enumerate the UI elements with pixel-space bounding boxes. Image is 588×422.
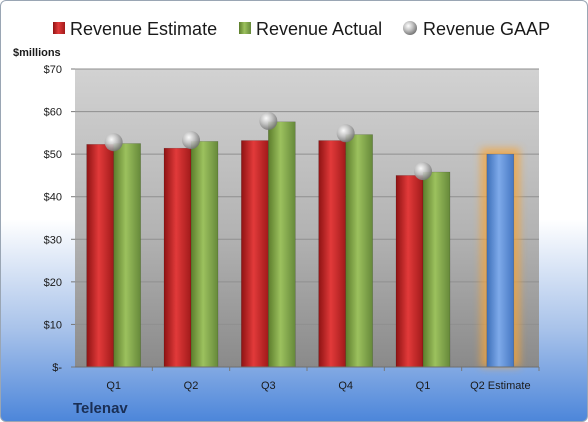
legend: Revenue Estimate Revenue Actual Revenue … [53, 19, 550, 39]
legend-item-revenue-estimate: Revenue Estimate [53, 19, 217, 39]
x-axis-ticks: Q1 Q2 Q3 Q4 Q1 Q2 Estimate [75, 366, 540, 392]
company-label: Telenav [73, 400, 128, 417]
x-tick-label: Q3 [261, 380, 276, 392]
marker-revenue-gaap [259, 111, 278, 130]
bar-revenue-actual [345, 134, 373, 368]
marker-revenue-gaap [104, 133, 123, 152]
bar-revenue-actual [113, 143, 141, 368]
legend-marker-gaap [403, 21, 417, 35]
bar-revenue-estimate-forecast [486, 153, 515, 368]
y-tick-label: $- [52, 362, 62, 374]
bar-revenue-estimate [86, 144, 114, 368]
y-tick-label: $70 [44, 64, 62, 76]
marker-revenue-gaap [182, 131, 200, 150]
legend-label-estimate: Revenue Estimate [70, 19, 217, 39]
bar-revenue-estimate [318, 140, 346, 368]
x-tick-label: Q2 Estimate [470, 380, 531, 392]
y-axis-unit-label: $millions [13, 47, 61, 59]
legend-item-revenue-gaap: Revenue GAAP [403, 19, 550, 39]
bar-revenue-estimate [241, 140, 269, 368]
x-tick-label: Q1 [416, 380, 431, 392]
x-tick-label: Q2 [184, 380, 199, 392]
gaap-markers [104, 111, 432, 181]
marker-revenue-gaap [336, 124, 355, 143]
y-tick-label: $40 [44, 192, 62, 204]
y-tick-label: $50 [44, 149, 62, 161]
legend-label-actual: Revenue Actual [256, 19, 382, 39]
bar-revenue-estimate [163, 147, 192, 368]
y-tick-label: $20 [44, 277, 62, 289]
legend-swatch-estimate [53, 22, 65, 34]
bar-revenue-actual [190, 141, 219, 368]
gridlines [75, 68, 539, 368]
bars [86, 121, 520, 368]
bar-revenue-estimate [395, 175, 424, 368]
marker-revenue-gaap [414, 162, 432, 181]
y-tick-label: $30 [44, 234, 62, 246]
bar-revenue-actual [422, 171, 451, 368]
y-tick-label: $10 [44, 319, 62, 331]
legend-swatch-actual [239, 22, 251, 34]
legend-label-gaap: Revenue GAAP [423, 19, 550, 39]
x-tick-label: Q4 [338, 380, 353, 392]
y-tick-label: $60 [44, 107, 62, 119]
x-tick-label: Q1 [106, 380, 121, 392]
legend-item-revenue-actual: Revenue Actual [239, 19, 382, 39]
bar-revenue-actual [268, 121, 296, 368]
plot-area [75, 69, 539, 367]
y-axis-ticks: $- $10 $20 $30 $40 $50 $60 $70 [44, 64, 75, 374]
